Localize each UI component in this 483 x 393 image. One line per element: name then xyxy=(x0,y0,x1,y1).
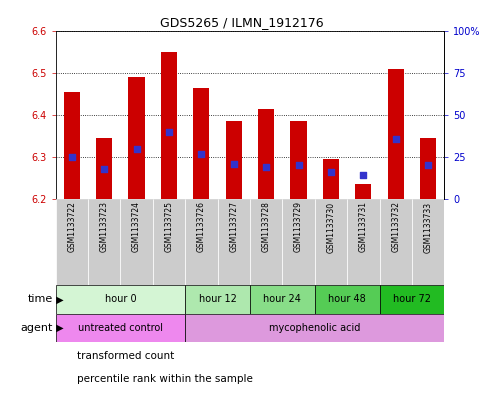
Bar xyxy=(56,314,185,342)
Bar xyxy=(412,199,444,285)
Text: time: time xyxy=(28,294,53,305)
Text: GSM1133731: GSM1133731 xyxy=(359,202,368,252)
Bar xyxy=(315,285,380,314)
Bar xyxy=(347,199,380,285)
Text: GDS5265 / ILMN_1912176: GDS5265 / ILMN_1912176 xyxy=(160,16,323,29)
Bar xyxy=(226,121,242,199)
Bar xyxy=(315,199,347,285)
Bar xyxy=(56,199,88,285)
Bar xyxy=(185,285,250,314)
Point xyxy=(327,169,335,175)
Text: GSM1133723: GSM1133723 xyxy=(99,202,109,252)
Bar xyxy=(250,285,315,314)
Bar xyxy=(185,314,444,342)
Bar xyxy=(153,199,185,285)
Bar xyxy=(380,285,444,314)
Text: hour 0: hour 0 xyxy=(104,294,136,305)
Text: GSM1133730: GSM1133730 xyxy=(327,202,336,253)
Text: ▶: ▶ xyxy=(53,323,64,333)
Bar xyxy=(161,52,177,199)
Bar xyxy=(64,92,80,199)
Text: agent: agent xyxy=(21,323,53,333)
Text: GSM1133726: GSM1133726 xyxy=(197,202,206,252)
Bar xyxy=(193,88,210,199)
Point xyxy=(392,136,399,142)
Text: untreated control: untreated control xyxy=(78,323,163,333)
Text: GSM1133732: GSM1133732 xyxy=(391,202,400,252)
Text: hour 12: hour 12 xyxy=(199,294,237,305)
Text: GSM1133728: GSM1133728 xyxy=(262,202,270,252)
Point xyxy=(359,172,367,178)
Bar xyxy=(88,199,120,285)
Bar xyxy=(290,121,307,199)
Point xyxy=(165,129,173,135)
Bar xyxy=(128,77,144,199)
Point xyxy=(295,162,302,169)
Text: mycophenolic acid: mycophenolic acid xyxy=(269,323,360,333)
Bar xyxy=(56,285,185,314)
Text: transformed count: transformed count xyxy=(77,351,174,361)
Point xyxy=(133,145,141,152)
Point xyxy=(230,161,238,167)
Text: GSM1133733: GSM1133733 xyxy=(424,202,433,253)
Point xyxy=(262,164,270,170)
Text: GSM1133729: GSM1133729 xyxy=(294,202,303,252)
Bar xyxy=(120,199,153,285)
Text: ▶: ▶ xyxy=(53,294,64,305)
Point xyxy=(68,154,76,160)
Bar xyxy=(250,199,283,285)
Bar xyxy=(217,199,250,285)
Text: GSM1133724: GSM1133724 xyxy=(132,202,141,252)
Text: hour 24: hour 24 xyxy=(263,294,301,305)
Text: GSM1133722: GSM1133722 xyxy=(67,202,76,252)
Point xyxy=(198,151,205,157)
Bar xyxy=(185,199,217,285)
Point xyxy=(424,162,432,169)
Bar xyxy=(355,184,371,199)
Bar xyxy=(323,159,339,199)
Bar xyxy=(283,199,315,285)
Text: hour 72: hour 72 xyxy=(393,294,431,305)
Bar xyxy=(420,138,436,199)
Text: percentile rank within the sample: percentile rank within the sample xyxy=(77,374,253,384)
Text: GSM1133727: GSM1133727 xyxy=(229,202,238,252)
Text: hour 48: hour 48 xyxy=(328,294,366,305)
Bar xyxy=(380,199,412,285)
Bar xyxy=(258,109,274,199)
Bar xyxy=(96,138,112,199)
Bar xyxy=(388,69,404,199)
Text: GSM1133725: GSM1133725 xyxy=(164,202,173,252)
Point xyxy=(100,165,108,172)
